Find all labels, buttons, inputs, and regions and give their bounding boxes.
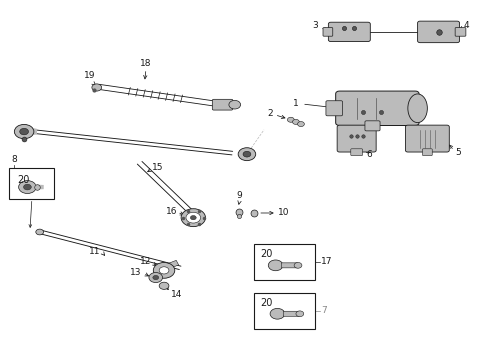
Circle shape	[228, 100, 240, 109]
FancyBboxPatch shape	[454, 28, 465, 36]
Circle shape	[243, 151, 250, 157]
Bar	[254, 244, 315, 280]
Circle shape	[159, 267, 168, 274]
FancyBboxPatch shape	[422, 149, 431, 156]
FancyBboxPatch shape	[328, 22, 369, 41]
Text: 9: 9	[236, 191, 242, 200]
Text: 13: 13	[129, 268, 141, 277]
Circle shape	[295, 311, 303, 317]
Circle shape	[181, 209, 205, 226]
Text: 2: 2	[266, 109, 272, 118]
Circle shape	[153, 275, 158, 280]
Circle shape	[297, 122, 304, 127]
FancyBboxPatch shape	[212, 99, 232, 110]
Text: 3: 3	[311, 21, 317, 30]
Circle shape	[36, 229, 43, 235]
Text: 12: 12	[139, 257, 151, 266]
Circle shape	[149, 273, 162, 283]
Polygon shape	[33, 129, 36, 134]
Text: 7: 7	[321, 306, 326, 315]
FancyBboxPatch shape	[283, 311, 299, 316]
Bar	[9, 168, 54, 199]
Text: 5: 5	[454, 148, 460, 157]
Ellipse shape	[407, 94, 427, 123]
Circle shape	[14, 125, 34, 139]
Text: 14: 14	[171, 289, 183, 298]
Text: 4: 4	[463, 21, 468, 30]
FancyBboxPatch shape	[335, 91, 418, 126]
FancyBboxPatch shape	[417, 21, 459, 42]
Text: 20: 20	[260, 298, 272, 309]
Text: 15: 15	[152, 163, 163, 172]
Circle shape	[190, 216, 196, 220]
Polygon shape	[36, 185, 43, 189]
Text: 19: 19	[84, 71, 96, 80]
Circle shape	[238, 148, 255, 161]
FancyBboxPatch shape	[281, 263, 297, 268]
Bar	[254, 293, 315, 329]
Text: 20: 20	[260, 249, 272, 259]
Text: 11: 11	[89, 247, 101, 256]
Text: 18: 18	[140, 59, 151, 68]
Circle shape	[153, 262, 174, 278]
Circle shape	[92, 84, 102, 91]
FancyBboxPatch shape	[325, 101, 342, 116]
Text: 6: 6	[366, 150, 371, 159]
Circle shape	[185, 212, 200, 223]
FancyBboxPatch shape	[364, 121, 379, 131]
FancyBboxPatch shape	[405, 125, 448, 152]
Text: 20: 20	[17, 175, 29, 185]
Text: 10: 10	[277, 208, 288, 217]
Polygon shape	[150, 270, 166, 280]
FancyBboxPatch shape	[336, 125, 375, 152]
Text: 8: 8	[11, 155, 17, 164]
Circle shape	[20, 129, 28, 135]
Circle shape	[268, 260, 283, 271]
Polygon shape	[161, 260, 178, 270]
FancyBboxPatch shape	[350, 149, 362, 156]
Circle shape	[269, 309, 284, 319]
Circle shape	[159, 282, 168, 289]
Circle shape	[292, 120, 299, 125]
Circle shape	[293, 262, 301, 268]
Circle shape	[23, 184, 31, 190]
FancyBboxPatch shape	[323, 28, 332, 36]
Circle shape	[19, 181, 36, 194]
Text: 1: 1	[293, 99, 299, 108]
Text: 17: 17	[321, 257, 332, 266]
Text: 16: 16	[165, 207, 177, 216]
Circle shape	[287, 117, 294, 122]
